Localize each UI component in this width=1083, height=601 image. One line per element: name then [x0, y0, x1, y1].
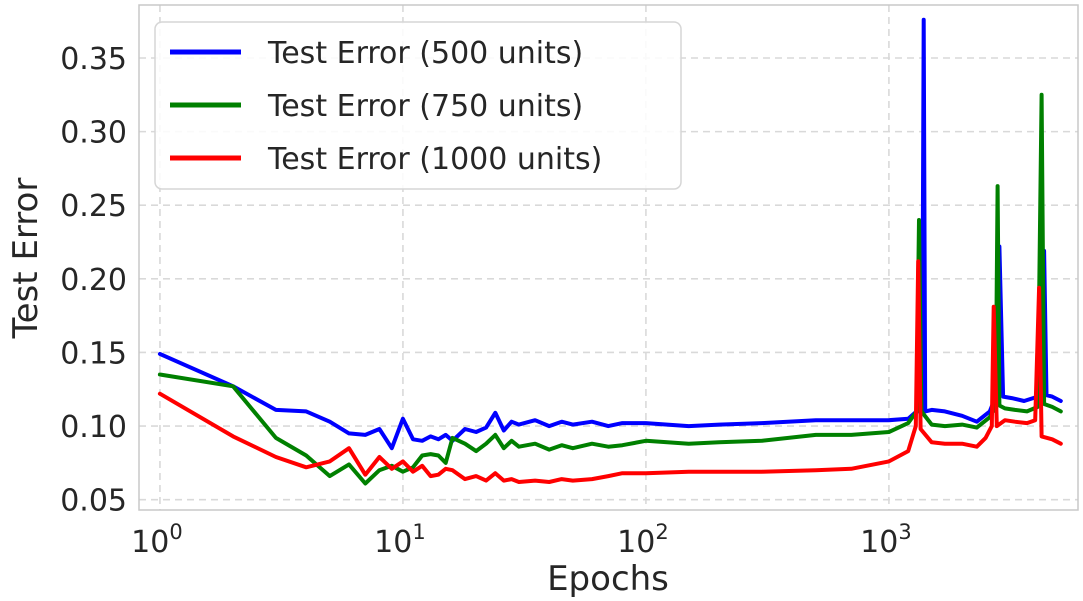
x-axis-ticks: 100 101 102 103 — [131, 520, 912, 560]
y-tick-label: 0.25 — [60, 189, 127, 224]
x-tick-label: 102 — [617, 520, 669, 560]
legend-box — [154, 21, 682, 190]
y-axis-title: Test Error — [6, 178, 46, 340]
series-line-test-error-750-units — [157, 92, 1063, 486]
y-tick-label: 0.05 — [60, 484, 127, 519]
legend-label: Test Error (750 units) — [267, 89, 583, 124]
y-tick-label: 0.35 — [60, 42, 127, 77]
y-axis-ticks: 0.05 0.10 0.15 0.20 0.25 0.30 0.35 — [60, 42, 127, 519]
x-tick-label: 103 — [860, 520, 912, 560]
x-tick-label: 100 — [131, 520, 183, 560]
plot-frame — [138, 4, 1079, 511]
y-tick-label: 0.30 — [60, 116, 127, 151]
y-tick-label: 0.15 — [60, 336, 127, 371]
series-layer — [157, 17, 1063, 486]
series-line-test-error-1000-units — [157, 259, 1063, 484]
y-tick-label: 0.20 — [60, 263, 127, 298]
x-axis-title: Epochs — [547, 559, 669, 599]
x-tick-label: 101 — [374, 520, 426, 560]
legend: Test Error (500 units) Test Error (750 un… — [154, 21, 682, 190]
legend-label: Test Error (500 units) — [267, 36, 583, 71]
y-tick-label: 0.10 — [60, 410, 127, 445]
legend-label: Test Error (1000 units) — [267, 142, 602, 177]
